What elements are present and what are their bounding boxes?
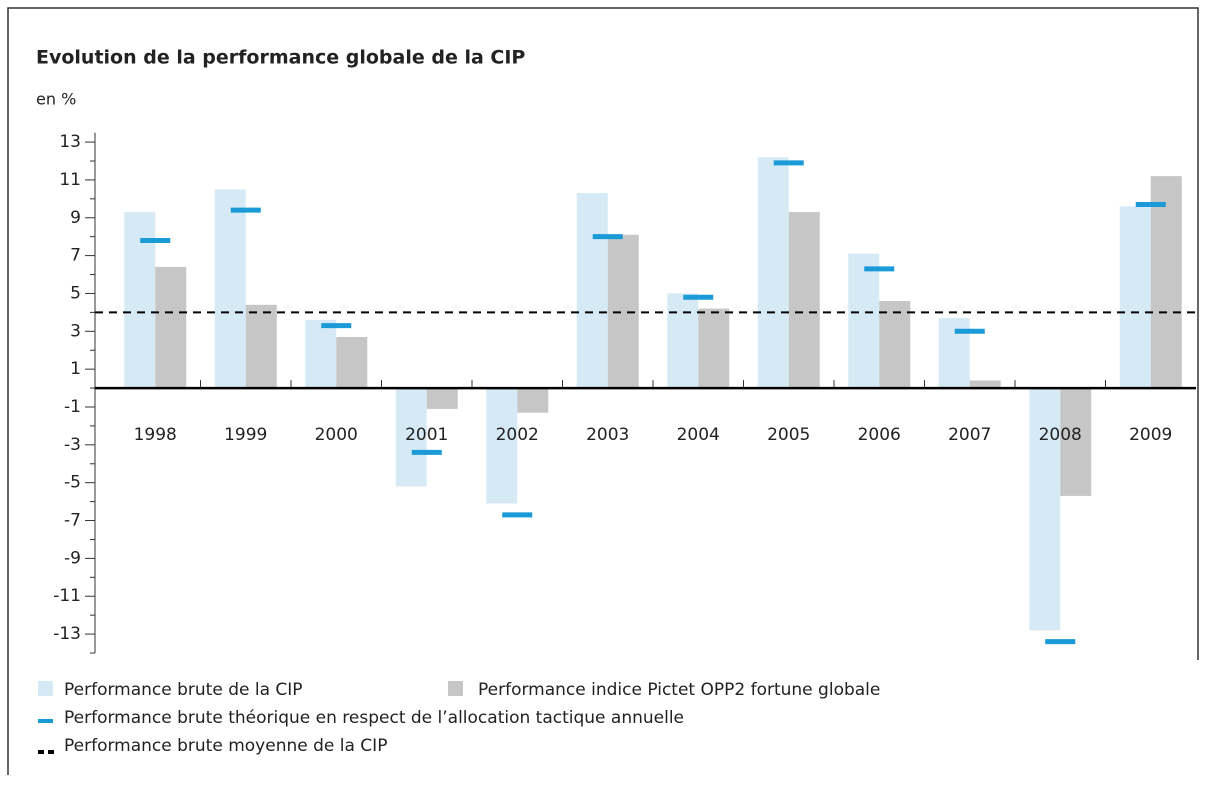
legend-label: Performance brute moyenne de la CIP bbox=[64, 736, 387, 756]
bar bbox=[426, 388, 458, 409]
bar bbox=[1150, 176, 1182, 389]
bar bbox=[576, 193, 608, 389]
bar bbox=[757, 157, 789, 389]
bar bbox=[848, 253, 880, 389]
chart-title: Evolution de la performance globale de l… bbox=[36, 47, 525, 69]
bar bbox=[788, 212, 820, 389]
chart-subtitle: en % bbox=[36, 90, 76, 109]
bar bbox=[245, 304, 277, 389]
x-tick-label: 1998 bbox=[134, 425, 177, 445]
legend-swatch bbox=[448, 681, 463, 696]
bar bbox=[698, 308, 730, 389]
x-tick-label: 2007 bbox=[948, 425, 991, 445]
bar bbox=[879, 301, 911, 389]
y-tick-label: 7 bbox=[70, 246, 81, 266]
x-tick-label: 2002 bbox=[496, 425, 539, 445]
legend-label: Performance indice Pictet OPP2 fortune g… bbox=[478, 680, 880, 700]
x-tick-label: 2009 bbox=[1129, 425, 1172, 445]
x-tick-label: 2005 bbox=[767, 425, 810, 445]
y-tick-label: -13 bbox=[53, 624, 81, 644]
y-tick-label: 13 bbox=[59, 132, 81, 152]
bar bbox=[155, 266, 187, 389]
frame bbox=[7, 7, 1199, 775]
y-tick-label: -3 bbox=[64, 435, 81, 455]
y-tick-label: -9 bbox=[64, 548, 81, 568]
bar bbox=[1029, 388, 1061, 631]
y-tick-label: 1 bbox=[70, 359, 81, 379]
x-tick-label: 2004 bbox=[677, 425, 720, 445]
legend-swatch bbox=[38, 681, 53, 696]
bar bbox=[305, 319, 337, 389]
legend-label: Performance brute théorique en respect d… bbox=[64, 708, 684, 728]
x-tick-label: 1999 bbox=[224, 425, 267, 445]
y-tick-label: 3 bbox=[70, 321, 81, 341]
x-tick-label: 2008 bbox=[1039, 425, 1082, 445]
legend-label: Performance brute de la CIP bbox=[64, 680, 303, 700]
y-tick-label: 5 bbox=[70, 283, 81, 303]
x-tick-label: 2003 bbox=[586, 425, 629, 445]
x-tick-label: 2006 bbox=[858, 425, 901, 445]
y-tick-label: -1 bbox=[64, 397, 81, 417]
y-tick-label: 11 bbox=[59, 170, 81, 190]
bar bbox=[395, 388, 427, 487]
x-tick-label: 2001 bbox=[405, 425, 448, 445]
y-tick-label: 9 bbox=[70, 208, 81, 228]
bar bbox=[1060, 388, 1092, 496]
bar bbox=[214, 189, 246, 389]
bar bbox=[667, 293, 699, 389]
bar bbox=[969, 380, 1001, 389]
x-tick-label: 2000 bbox=[315, 425, 358, 445]
y-tick-label: -5 bbox=[64, 473, 81, 493]
bar bbox=[938, 318, 970, 389]
bar bbox=[336, 336, 368, 389]
bar bbox=[1119, 206, 1151, 389]
y-tick-label: -11 bbox=[53, 586, 81, 606]
y-tick-label: -7 bbox=[64, 511, 81, 531]
bar bbox=[486, 388, 518, 504]
bar bbox=[517, 388, 549, 413]
